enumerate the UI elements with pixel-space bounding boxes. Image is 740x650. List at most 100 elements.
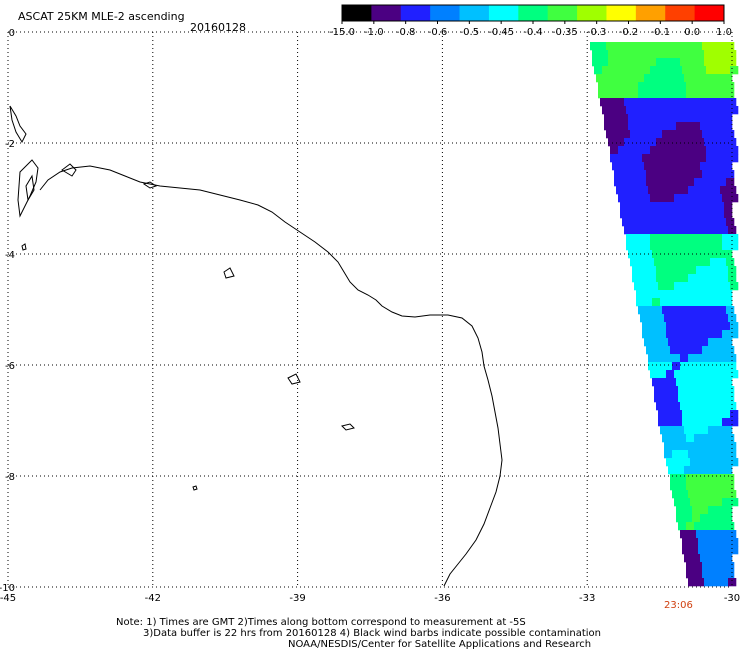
- swath-cell: [730, 538, 739, 547]
- island-small-2: [223, 267, 235, 279]
- swath-cell: [680, 266, 689, 275]
- swath-cell: [674, 370, 683, 379]
- swath-cell: [664, 450, 673, 459]
- swath-cell: [710, 82, 719, 91]
- swath-cell: [658, 194, 667, 203]
- swath-cell: [730, 546, 739, 555]
- swath-cell: [688, 314, 697, 323]
- colorbar-label: -1.0: [364, 27, 384, 38]
- swath-cell: [706, 546, 715, 555]
- swath-cell: [728, 226, 737, 235]
- swath-cell: [684, 506, 693, 515]
- swath-cell: [728, 98, 737, 107]
- swath-cell: [666, 282, 675, 291]
- swath-cell: [706, 66, 715, 75]
- swath-cell: [728, 402, 737, 411]
- swath-cell: [706, 498, 715, 507]
- swath-cell: [638, 42, 647, 51]
- swath-cell: [600, 98, 609, 107]
- product-title: ASCAT 25KM MLE-2 ascending: [18, 10, 185, 23]
- swath-cell: [692, 426, 701, 435]
- swath-cell: [700, 122, 709, 131]
- swath-cell: [658, 146, 667, 155]
- swath-cell: [616, 98, 625, 107]
- swath-cell: [708, 290, 717, 299]
- swath-cell: [692, 162, 701, 171]
- colorbar-swatch: [371, 5, 402, 21]
- swath-cell: [676, 202, 685, 211]
- swath-cell: [704, 314, 713, 323]
- swath-cell: [726, 570, 735, 579]
- swath-cell: [716, 554, 725, 563]
- swath-cell: [708, 338, 717, 347]
- swath-cell: [698, 322, 707, 331]
- swath-cell: [662, 218, 671, 227]
- swath-cell: [710, 258, 719, 267]
- swath-cell: [706, 242, 715, 251]
- swath-cell: [626, 66, 635, 75]
- swath-cell: [628, 162, 637, 171]
- swath-cell: [688, 362, 697, 371]
- swath-cell: [698, 106, 707, 115]
- swath-cell: [646, 346, 655, 355]
- swath-cell: [712, 490, 721, 499]
- swath-cell: [680, 314, 689, 323]
- colorbar-swatch: [665, 5, 696, 21]
- swath-cell: [706, 234, 715, 243]
- swath-cell: [720, 490, 729, 499]
- colorbar-swatch: [606, 5, 637, 21]
- swath-cell: [690, 322, 699, 331]
- swath-cell: [676, 162, 685, 171]
- swath-cell: [700, 162, 709, 171]
- coastline: [9, 105, 503, 587]
- swath-cell: [724, 162, 733, 171]
- colorbar-label: -0.6: [428, 27, 448, 38]
- swath-cell: [644, 122, 653, 131]
- colorbar-labels: -15.0 -1.0 -0.8 -0.6 -0.5 -0.45 -0.4 -0.35 -0.3-…: [329, 21, 732, 38]
- swath-cell: [710, 394, 719, 403]
- swath-cell: [684, 202, 693, 211]
- swath-cell: [648, 274, 657, 283]
- swath-cell: [664, 402, 673, 411]
- swath-cell: [628, 202, 637, 211]
- swath-cell: [714, 194, 723, 203]
- swath-cell: [712, 50, 721, 59]
- swath-cell: [730, 194, 739, 203]
- swath-cell: [726, 130, 735, 139]
- swath-cell: [724, 506, 733, 515]
- swath-cell: [650, 242, 659, 251]
- swath-cell: [696, 402, 705, 411]
- swath-cell: [714, 106, 723, 115]
- swath-cell: [674, 410, 683, 419]
- swath-cell: [712, 442, 721, 451]
- swath-cell: [720, 442, 729, 451]
- swath-cell: [680, 402, 689, 411]
- swath-cell: [636, 290, 645, 299]
- swath-cell: [700, 506, 709, 515]
- swath-cell: [646, 170, 655, 179]
- swath-cell: [684, 338, 693, 347]
- swath-cell: [694, 386, 703, 395]
- swath-cell: [646, 178, 655, 187]
- swath-cell: [648, 354, 657, 363]
- swath-cell: [676, 338, 685, 347]
- swath-cell: [720, 362, 729, 371]
- swath-cell: [708, 114, 717, 123]
- swath-cell: [708, 466, 717, 475]
- swath-cell: [670, 170, 679, 179]
- swath-cell: [702, 482, 711, 491]
- swath-cell: [712, 98, 721, 107]
- swath-cell: [636, 114, 645, 123]
- swath-cell: [698, 418, 707, 427]
- swath-cell: [672, 58, 681, 67]
- swath-cell: [660, 162, 669, 171]
- swath-cell: [724, 210, 733, 219]
- swath-cell: [672, 490, 681, 499]
- swath-cell: [716, 74, 725, 83]
- swath-cell: [696, 50, 705, 59]
- island-marajo: [17, 159, 39, 218]
- swath-cell: [674, 498, 683, 507]
- swath-cell: [676, 210, 685, 219]
- swath-cell: [678, 306, 687, 315]
- swath-cell: [702, 522, 711, 531]
